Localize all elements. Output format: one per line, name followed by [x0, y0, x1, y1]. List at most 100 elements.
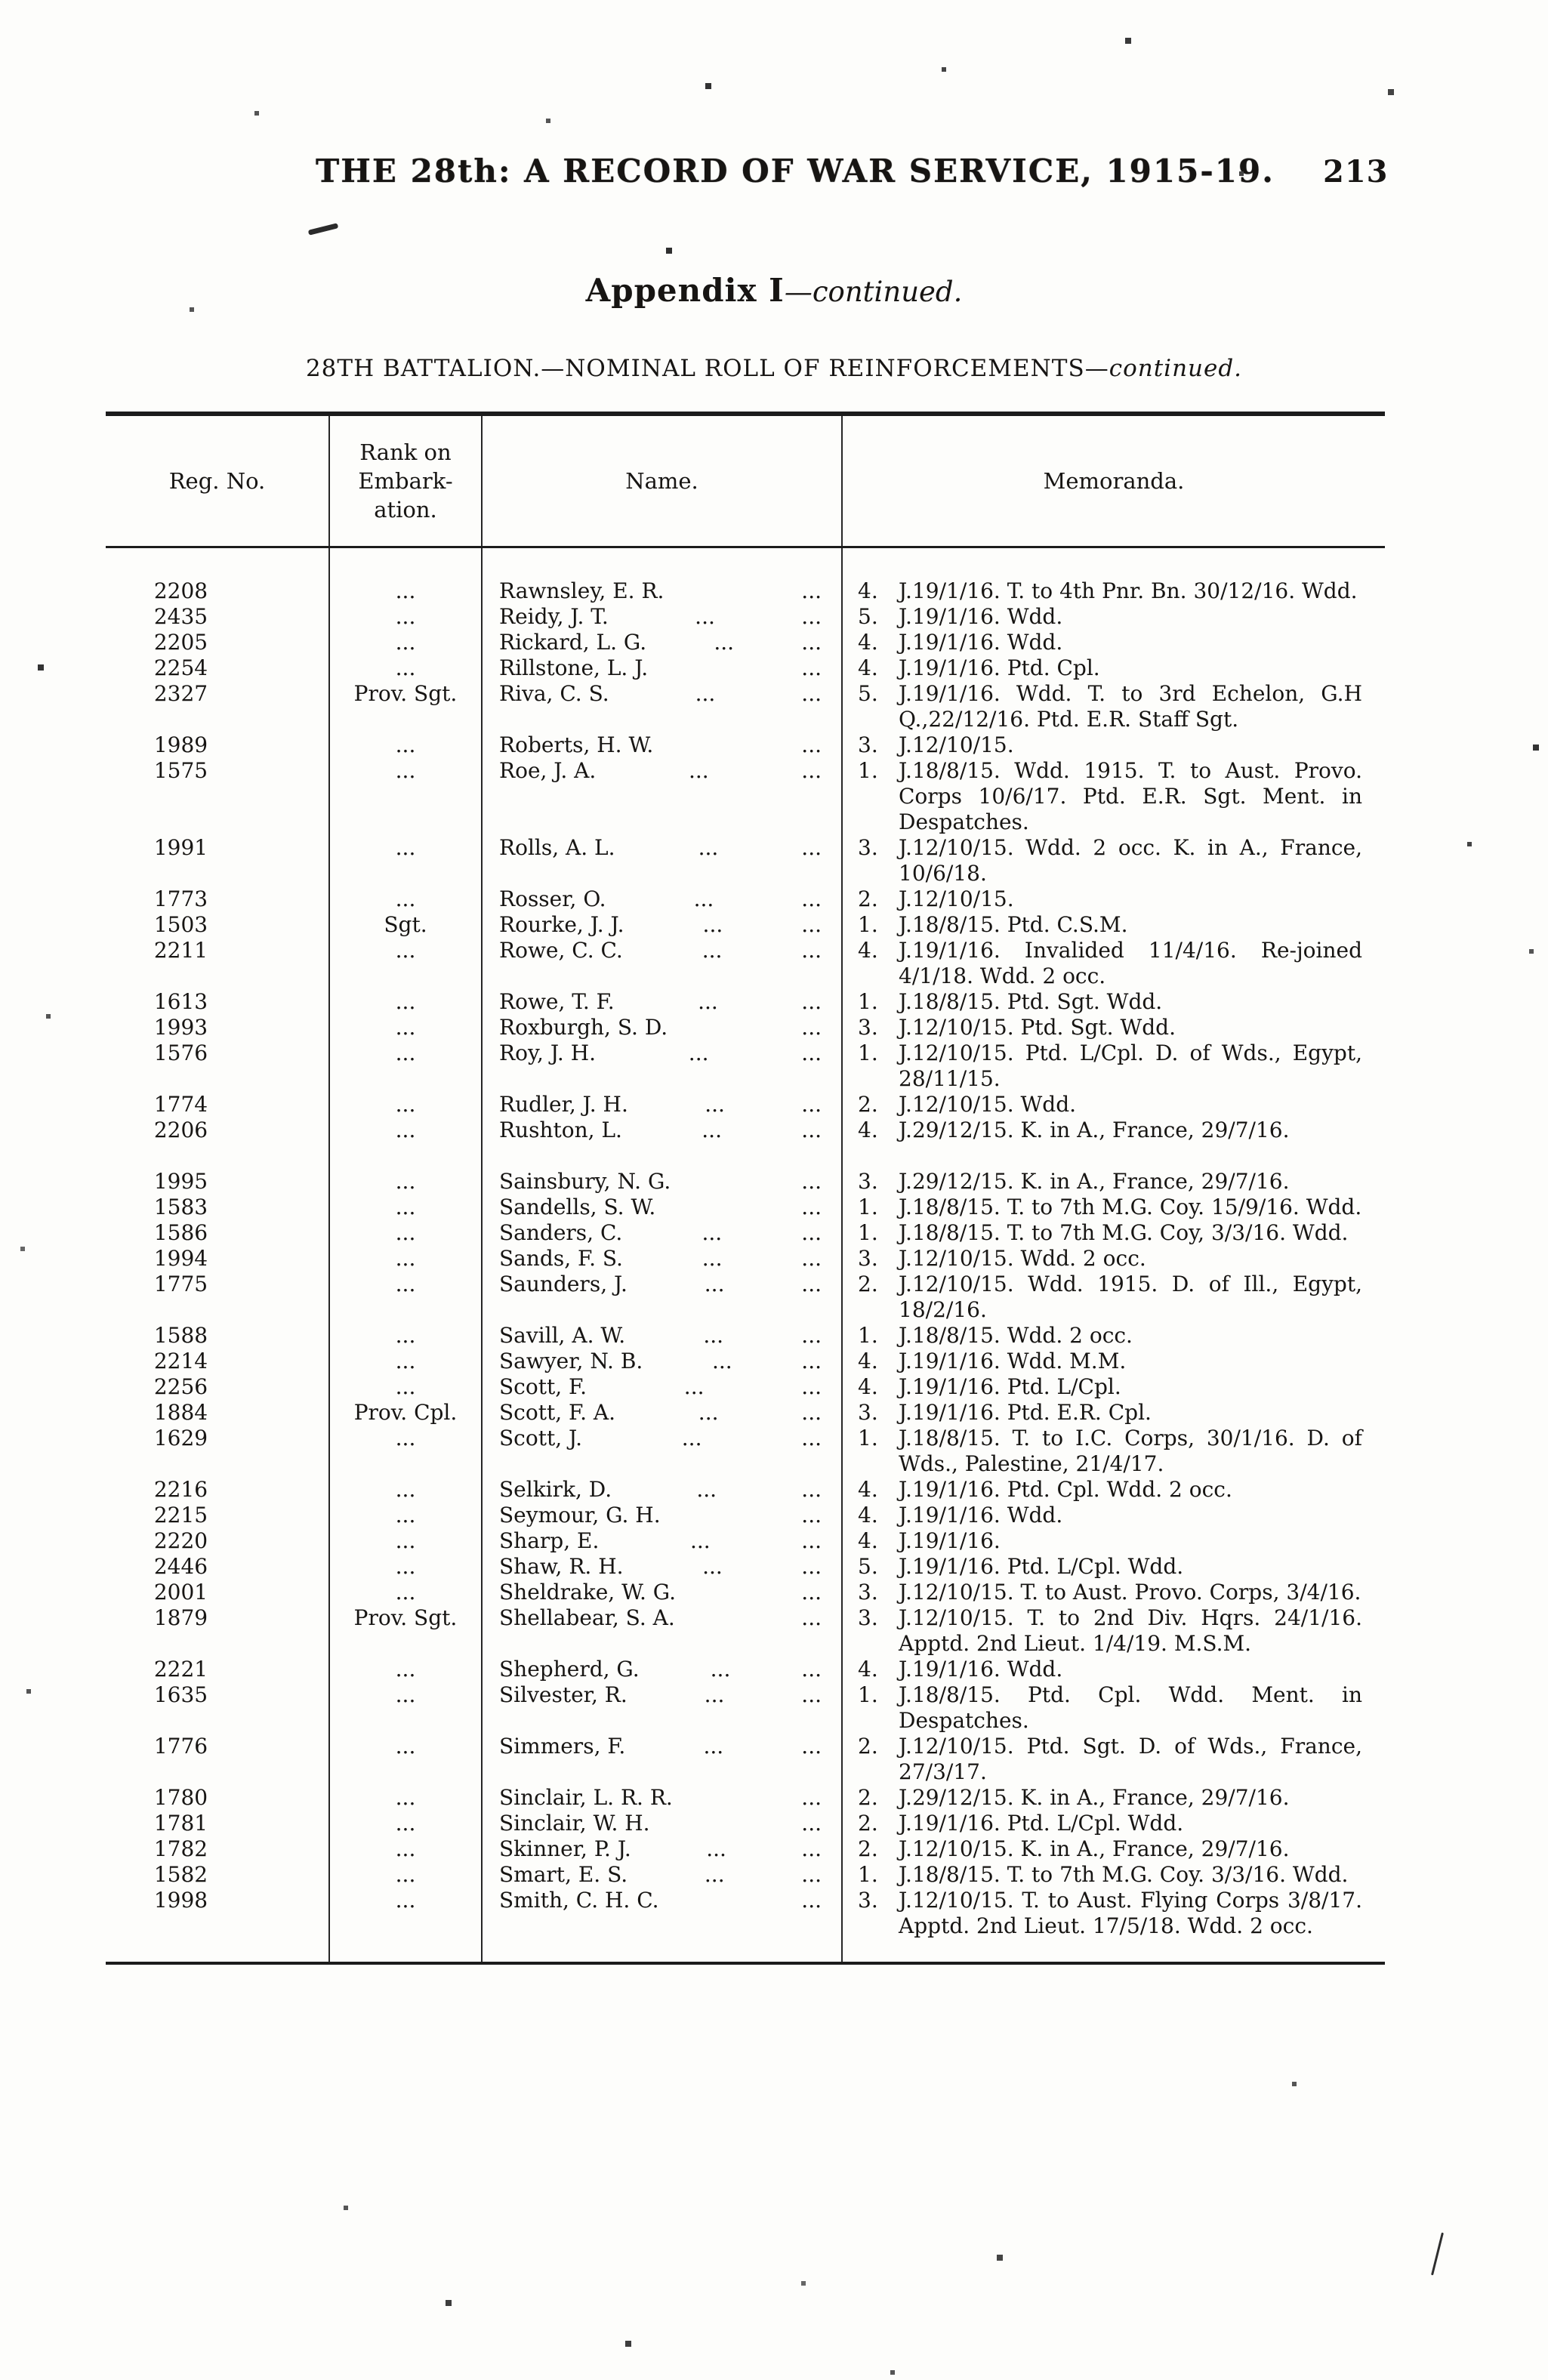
leader-dots: ... [801, 1682, 822, 1707]
rank-cell: Sgt. [328, 912, 481, 938]
name-cell: Shaw, R. H....... [481, 1554, 841, 1580]
leader-dots: ... [703, 1323, 724, 1348]
table-row: 2435... Reidy, J. T....... 5. J.19/1/16. Wd… [106, 604, 1385, 630]
reg-no-cell: 1613 [153, 989, 208, 1014]
rank-cell: ... [328, 1220, 481, 1246]
name-cell: Silvester, R....... [481, 1682, 841, 1734]
leader-dots [661, 1503, 802, 1528]
leader-dots: ... [801, 758, 822, 783]
table-row: 1780... Sinclair, L. R. R.... 2. J.29/12/15… [106, 1785, 1385, 1811]
leader-dots: ... [702, 1220, 723, 1245]
reg-no-cell: 2220 [153, 1528, 208, 1553]
reinforcement-number: 4. [858, 1349, 878, 1373]
memoranda-cell: 4. J.19/1/16. Ptd. L/Cpl. [841, 1374, 1385, 1400]
memoranda-cell: 4. J.19/1/16. T. to 4th Pnr. Bn. 30/12/16… [841, 548, 1385, 604]
name-cell: Rawnsley, E. R.... [481, 548, 841, 604]
leader-dots: ... [698, 989, 718, 1014]
memoranda-cell: 2. J.12/10/15. Wdd. [841, 1092, 1385, 1118]
leader-dots: ... [689, 1528, 711, 1553]
page-header: THE 28th: A RECORD OF WAR SERVICE, 1915-… [0, 153, 1548, 198]
reg-no-cell: 1588 [153, 1323, 208, 1348]
soldier-name: Rillstone, L. J. [499, 655, 649, 680]
name-cell: Rudler, J. H....... [481, 1092, 841, 1118]
memoranda-cell: 1. J.18/8/15. Ptd. C.S.M. [841, 912, 1385, 938]
memoranda-cell: 2. J.12/10/15. [841, 886, 1385, 912]
leader-dots: ... [801, 1092, 822, 1117]
memoranda-cell: 4. J.19/1/16. Wdd. M.M. [841, 1349, 1385, 1374]
table-row: 1993... Roxburgh, S. D.... 3. J.12/10/15. P… [106, 1015, 1385, 1040]
reg-no-cell: 1582 [153, 1862, 208, 1887]
rank-cell: ... [328, 1015, 481, 1040]
memoranda-cell: 2. J.12/10/15. K. in A., France, 29/7/16. [841, 1836, 1385, 1862]
leader-dots: ... [801, 835, 822, 860]
name-cell: Smart, E. S....... [481, 1862, 841, 1888]
reinforcement-number: 4. [858, 1503, 878, 1528]
leader-dots: ... [801, 1477, 822, 1502]
table-row: 1586... Sanders, C....... 1. J.18/8/15. T. … [106, 1220, 1385, 1246]
leader-dots [650, 1811, 802, 1836]
rank-cell: ... [328, 655, 481, 681]
reinforcement-number: 1. [858, 1040, 878, 1065]
table-row: 1989... Roberts, H. W.... 3. J.12/10/15. [106, 732, 1385, 758]
reinforcement-number: 1. [858, 912, 878, 937]
memoranda-cell: 3. J.12/10/15. T. to 2nd Div. Hqrs. 24/1/… [841, 1605, 1385, 1657]
reinforcement-number: 2. [858, 1734, 878, 1759]
name-cell: Sinclair, W. H.... [481, 1811, 841, 1836]
rank-cell: ... [328, 1862, 481, 1888]
name-cell: Shellabear, S. A.... [481, 1605, 841, 1657]
table-row: 1884 Prov. Cpl. Scott, F. A....... 3. J.19/1… [106, 1400, 1385, 1426]
memoranda-cell: 3. J.12/10/15. T. to Aust. Provo. Corps, … [841, 1580, 1385, 1605]
rank-cell: ... [328, 989, 481, 1015]
leader-dots: ... [801, 1272, 822, 1296]
leader-dots: ... [801, 1580, 822, 1605]
reg-no-cell: 1782 [153, 1836, 208, 1861]
leader-dots [653, 732, 801, 758]
leader-dots: ... [714, 630, 735, 655]
memoranda-cell: 4. J.19/1/16. Wdd. [841, 1657, 1385, 1682]
soldier-name: Sands, F. S. [499, 1246, 623, 1271]
reg-no-cell: 2205 [153, 630, 208, 655]
leader-dots: ... [801, 1785, 822, 1810]
rank-cell: ... [328, 1426, 481, 1477]
name-cell: Roxburgh, S. D.... [481, 1015, 841, 1040]
reg-no-cell: 1995 [153, 1169, 208, 1194]
rank-cell: ... [328, 886, 481, 912]
rank-cell: Prov. Cpl. [328, 1400, 481, 1426]
table-row: 1588... Savill, A. W....... 1. J.18/8/15. W… [106, 1323, 1385, 1349]
reg-no-cell: 1993 [153, 1015, 208, 1040]
rank-cell: ... [328, 1580, 481, 1605]
soldier-name: Sinclair, W. H. [499, 1811, 650, 1836]
memoranda-cell: 2. J.12/10/15. Ptd. Sgt. D. of Wds., Fran… [841, 1734, 1385, 1785]
table-row: 1503 Sgt. Rourke, J. J....... 1. J.18/8/15. … [106, 912, 1385, 938]
soldier-name: Sheldrake, W. G. [499, 1580, 677, 1605]
reinforcement-number: 4. [858, 1374, 878, 1399]
reinforcement-number: 2. [858, 1272, 878, 1296]
leader-dots: ... [801, 1554, 822, 1579]
leader-dots [655, 1195, 801, 1220]
leader-dots: ... [702, 1246, 723, 1271]
leader-dots: ... [702, 1118, 722, 1142]
memoranda-cell: 3. J.12/10/15. Ptd. Sgt. Wdd. [841, 1015, 1385, 1040]
scan-noise [0, 0, 3, 3]
soldier-name: Shellabear, S. A. [499, 1605, 675, 1630]
soldier-name: Silvester, R. [499, 1682, 628, 1707]
name-cell: Smith, C. H. C.... [481, 1888, 841, 1962]
leader-dots: ... [704, 1862, 725, 1887]
reg-no-cell: 2215 [153, 1503, 208, 1528]
name-cell: Rowe, C. C....... [481, 938, 841, 989]
table-row: 2205... Rickard, L. G....... 4. J.19/1/16. … [106, 630, 1385, 655]
soldier-name: Smith, C. H. C. [499, 1888, 659, 1913]
soldier-name: Rosser, O. [499, 886, 606, 911]
reg-no-cell: 1879 [153, 1605, 208, 1630]
reinforcement-number: 2. [858, 886, 878, 911]
rank-cell: ... [328, 758, 481, 835]
soldier-name: Sharp, E. [499, 1528, 600, 1553]
rank-cell: ... [328, 1272, 481, 1323]
soldier-name: Scott, J. [499, 1426, 582, 1451]
leader-dots: ... [801, 1528, 822, 1553]
memoranda-cell: 1. J.18/8/15. Wdd. 1915. T. to Aust. Prov… [841, 758, 1385, 835]
leader-dots: ... [688, 758, 709, 783]
reg-no-cell: 1773 [153, 886, 208, 911]
reg-no-cell: 1781 [153, 1811, 208, 1836]
rank-cell: ... [328, 1811, 481, 1836]
